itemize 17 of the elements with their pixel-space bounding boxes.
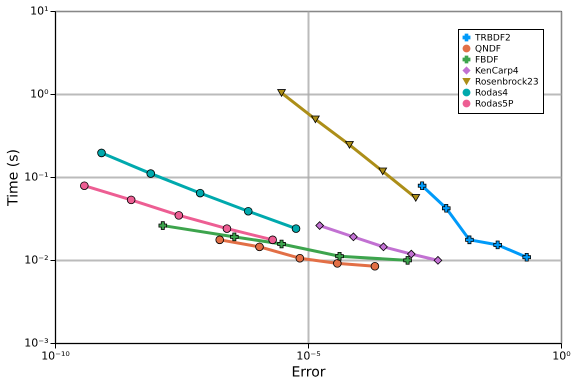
legend-label: KenCarp4 xyxy=(475,66,519,76)
y-tick-label: 10¹ xyxy=(30,4,48,18)
legend-label: FBDF xyxy=(475,56,498,66)
y-tick-label: 10⁻³ xyxy=(24,336,48,350)
legend-label: Rodas5P xyxy=(475,100,514,110)
y-tick-label: 10⁻¹ xyxy=(24,170,48,184)
legend-label: QNDF xyxy=(475,44,501,54)
legend-label: Rodas4 xyxy=(475,88,508,98)
legend-label: Rosenbrock23 xyxy=(475,78,539,88)
y-tick-label: 10⁰ xyxy=(30,88,50,100)
x-tick-label: 10⁻⁵ xyxy=(296,350,321,362)
y-axis-title: Time (s) xyxy=(5,149,22,207)
x-tick-label: 10⁻¹⁰ xyxy=(41,350,70,362)
x-tick-label: 10⁰ xyxy=(552,350,572,362)
legend-label: TRBDF2 xyxy=(474,34,511,44)
y-tick-label: 10⁻² xyxy=(24,254,48,266)
x-axis-title: Error xyxy=(291,364,326,380)
